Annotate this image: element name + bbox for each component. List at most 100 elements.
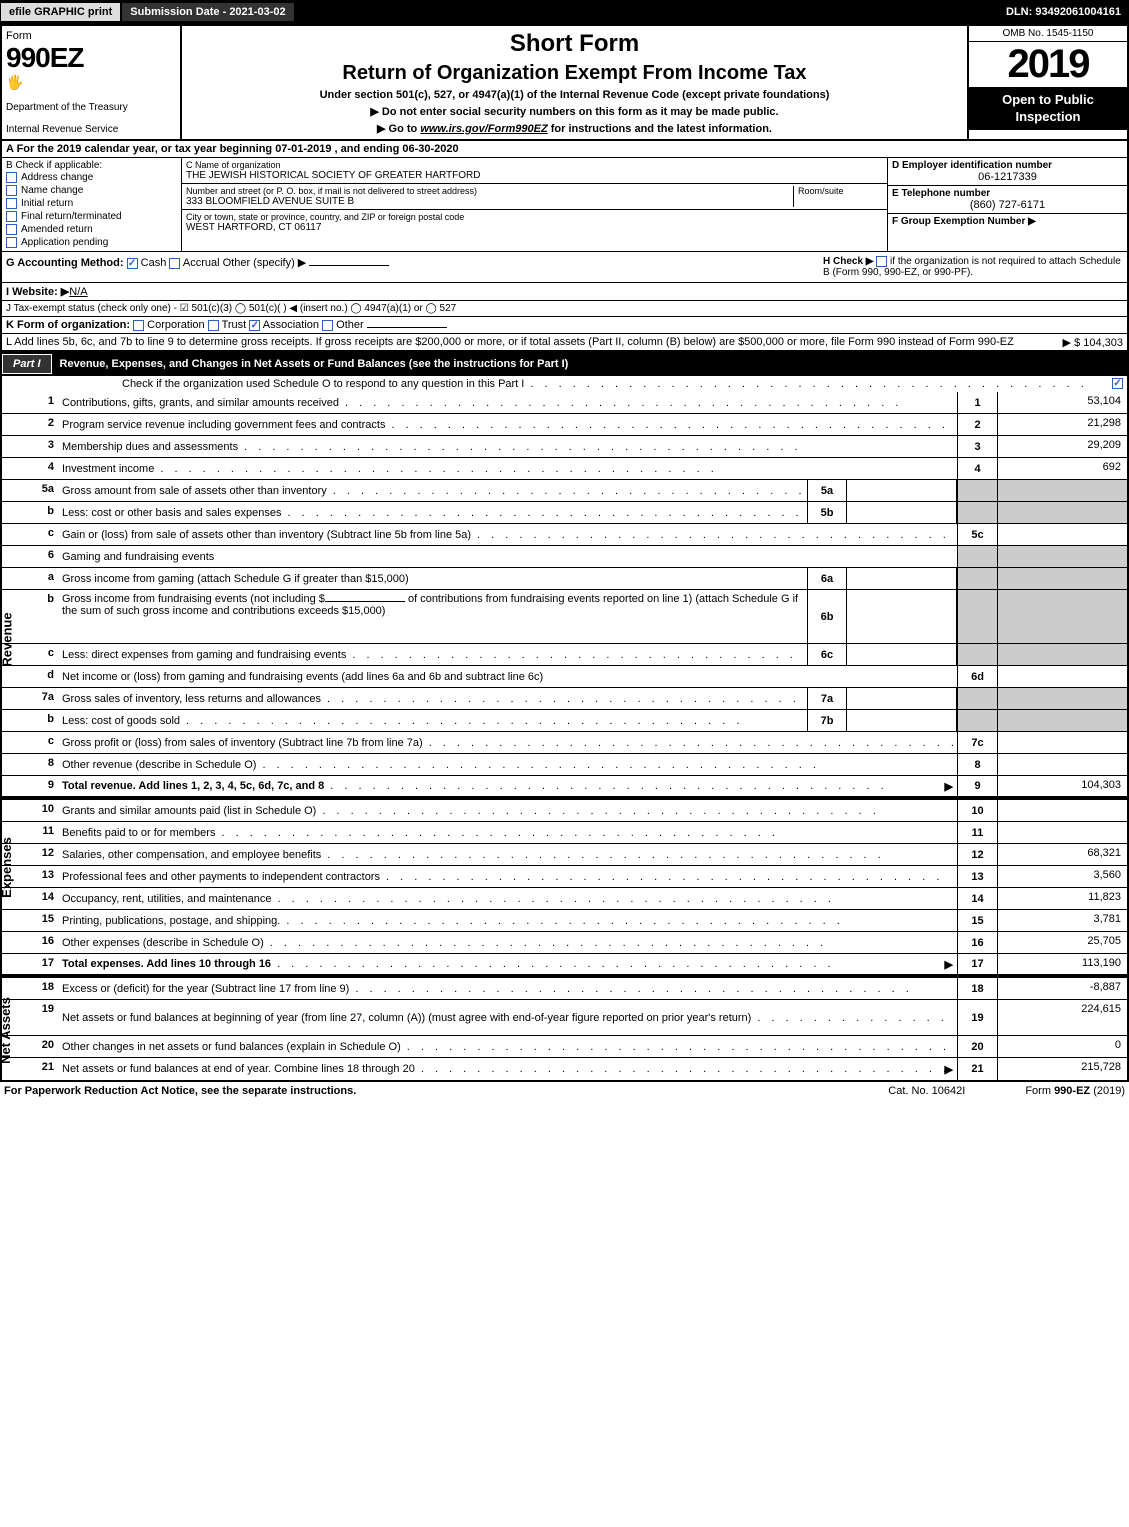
k-other-field[interactable]: [367, 327, 447, 328]
form-header: Form 990EZ 🖐 Department of the Treasury …: [0, 24, 1129, 141]
line-num: 4: [24, 458, 58, 479]
line-20: 20Other changes in net assets or fund ba…: [2, 1036, 1127, 1058]
phone-value: (860) 727-6171: [892, 199, 1123, 211]
line-box: 20: [957, 1036, 997, 1057]
shade: [997, 568, 1127, 589]
checkbox-icon[interactable]: [127, 258, 138, 269]
line-num: b: [24, 590, 58, 643]
paperwork-notice: For Paperwork Reduction Act Notice, see …: [4, 1085, 356, 1097]
sub-amt: [847, 480, 957, 501]
efile-button[interactable]: efile GRAPHIC print: [0, 2, 121, 22]
line-desc: Total revenue. Add lines 1, 2, 3, 4, 5c,…: [62, 780, 324, 792]
checkbox-icon[interactable]: [6, 198, 17, 209]
block-bc: B Check if applicable: Address change Na…: [0, 158, 1129, 252]
city-label: City or town, state or province, country…: [186, 212, 883, 222]
checkbox-icon[interactable]: [6, 211, 17, 222]
goto-line: ▶ Go to www.irs.gov/Form990EZ for instru…: [190, 122, 959, 135]
dots: . . . . . . . . . . . . . . . . . . . . …: [415, 1063, 945, 1075]
dots: . . . . . . . . . . . . . . . . . . . . …: [272, 893, 953, 905]
accounting-label: G Accounting Method:: [6, 257, 124, 269]
part1-header: Part I Revenue, Expenses, and Changes in…: [0, 352, 1129, 376]
k-other: Other: [336, 319, 364, 331]
short-form-title: Short Form: [190, 30, 959, 58]
line-desc: Less: cost of goods sold: [62, 715, 180, 727]
line-desc: Salaries, other compensation, and employ…: [62, 849, 321, 861]
arrow-icon: ▶: [945, 780, 953, 793]
form-right-block: OMB No. 1545-1150 2019 Open to Public In…: [967, 26, 1127, 139]
shade: [957, 480, 997, 501]
line-box: 13: [957, 866, 997, 887]
line-num: b: [24, 502, 58, 523]
line-6b: bGross income from fundraising events (n…: [2, 590, 1127, 644]
line-7c: cGross profit or (loss) from sales of in…: [2, 732, 1127, 754]
expenses-section: Expenses 10Grants and similar amounts pa…: [0, 800, 1129, 978]
line-7a: 7aGross sales of inventory, less returns…: [2, 688, 1127, 710]
dots: . . . . . . . . . . . . . . . . . . . . …: [264, 937, 953, 949]
other-label: Other (specify) ▶: [223, 257, 307, 269]
other-specify-field[interactable]: [309, 265, 389, 266]
line-box: 8: [957, 754, 997, 775]
line-box: 18: [957, 978, 997, 999]
line-6a: aGross income from gaming (attach Schedu…: [2, 568, 1127, 590]
omb-number: OMB No. 1545-1150: [969, 26, 1127, 42]
sub-box: 6a: [807, 568, 847, 589]
line-15: 15Printing, publications, postage, and s…: [2, 910, 1127, 932]
chk-amended: Amended return: [21, 224, 93, 235]
checkbox-icon[interactable]: [6, 237, 17, 248]
k-corp: Corporation: [147, 319, 204, 331]
line-num: 8: [24, 754, 58, 775]
line-amt: 68,321: [997, 844, 1127, 865]
checkbox-icon[interactable]: [6, 224, 17, 235]
website-value: N/A: [69, 286, 87, 298]
line-5a: 5aGross amount from sale of assets other…: [2, 480, 1127, 502]
line-9: 9Total revenue. Add lines 1, 2, 3, 4, 5c…: [2, 776, 1127, 798]
part1-check-row: Check if the organization used Schedule …: [0, 376, 1129, 392]
shade: [957, 546, 997, 567]
dots: . . . . . . . . . . . . . . . . . . . . …: [316, 805, 953, 817]
checkbox-icon[interactable]: [1112, 378, 1123, 389]
line-box: 6d: [957, 666, 997, 687]
line-desc: Benefits paid to or for members: [62, 827, 215, 839]
room-suite: Room/suite: [793, 186, 883, 207]
line-num: 11: [24, 822, 58, 843]
line-21: 21Net assets or fund balances at end of …: [2, 1058, 1127, 1080]
line-box: 1: [957, 392, 997, 413]
line-desc: Excess or (deficit) for the year (Subtra…: [62, 983, 349, 995]
line-desc: Gross income from gaming (attach Schedul…: [62, 573, 409, 585]
checkbox-icon[interactable]: [208, 320, 219, 331]
checkbox-icon[interactable]: [249, 320, 260, 331]
shade: [997, 644, 1127, 665]
revenue-side-label: Revenue: [0, 613, 15, 667]
line-num: 3: [24, 436, 58, 457]
checkbox-icon[interactable]: [322, 320, 333, 331]
irs-link[interactable]: www.irs.gov/Form990EZ: [420, 123, 547, 135]
line-desc: Professional fees and other payments to …: [62, 871, 380, 883]
org-city: WEST HARTFORD, CT 06117: [186, 222, 883, 233]
checkbox-icon[interactable]: [6, 172, 17, 183]
checkbox-icon[interactable]: [133, 320, 144, 331]
dots: . . . . . . . . . . . . . . . . . . . . …: [401, 1041, 953, 1053]
row-g-h: G Accounting Method: Cash Accrual Other …: [0, 252, 1129, 282]
line-6c: cLess: direct expenses from gaming and f…: [2, 644, 1127, 666]
line-amt: -8,887: [997, 978, 1127, 999]
checkbox-icon[interactable]: [876, 256, 887, 267]
dots: . . . . . . . . . . . . . . . . . . . . …: [180, 715, 803, 727]
ein-value: 06-1217339: [892, 171, 1123, 183]
row-a-tax-year: A For the 2019 calendar year, or tax yea…: [0, 141, 1129, 158]
checkbox-icon[interactable]: [6, 185, 17, 196]
line-6d: dNet income or (loss) from gaming and fu…: [2, 666, 1127, 688]
chk-final: Final return/terminated: [21, 211, 122, 222]
part1-tag: Part I: [2, 354, 52, 374]
form-word: Form: [6, 30, 176, 42]
chk-initial: Initial return: [21, 198, 73, 209]
line-amt: 3,781: [997, 910, 1127, 931]
sub-amt: [847, 502, 957, 523]
line-amt: 0: [997, 1036, 1127, 1057]
line-box: 12: [957, 844, 997, 865]
contrib-field[interactable]: [325, 601, 405, 602]
line-num: 16: [24, 932, 58, 953]
checkbox-icon[interactable]: [169, 258, 180, 269]
line-amt: 113,190: [997, 954, 1127, 974]
k-assoc: Association: [263, 319, 319, 331]
row-k-org-form: K Form of organization: Corporation Trus…: [0, 316, 1129, 333]
